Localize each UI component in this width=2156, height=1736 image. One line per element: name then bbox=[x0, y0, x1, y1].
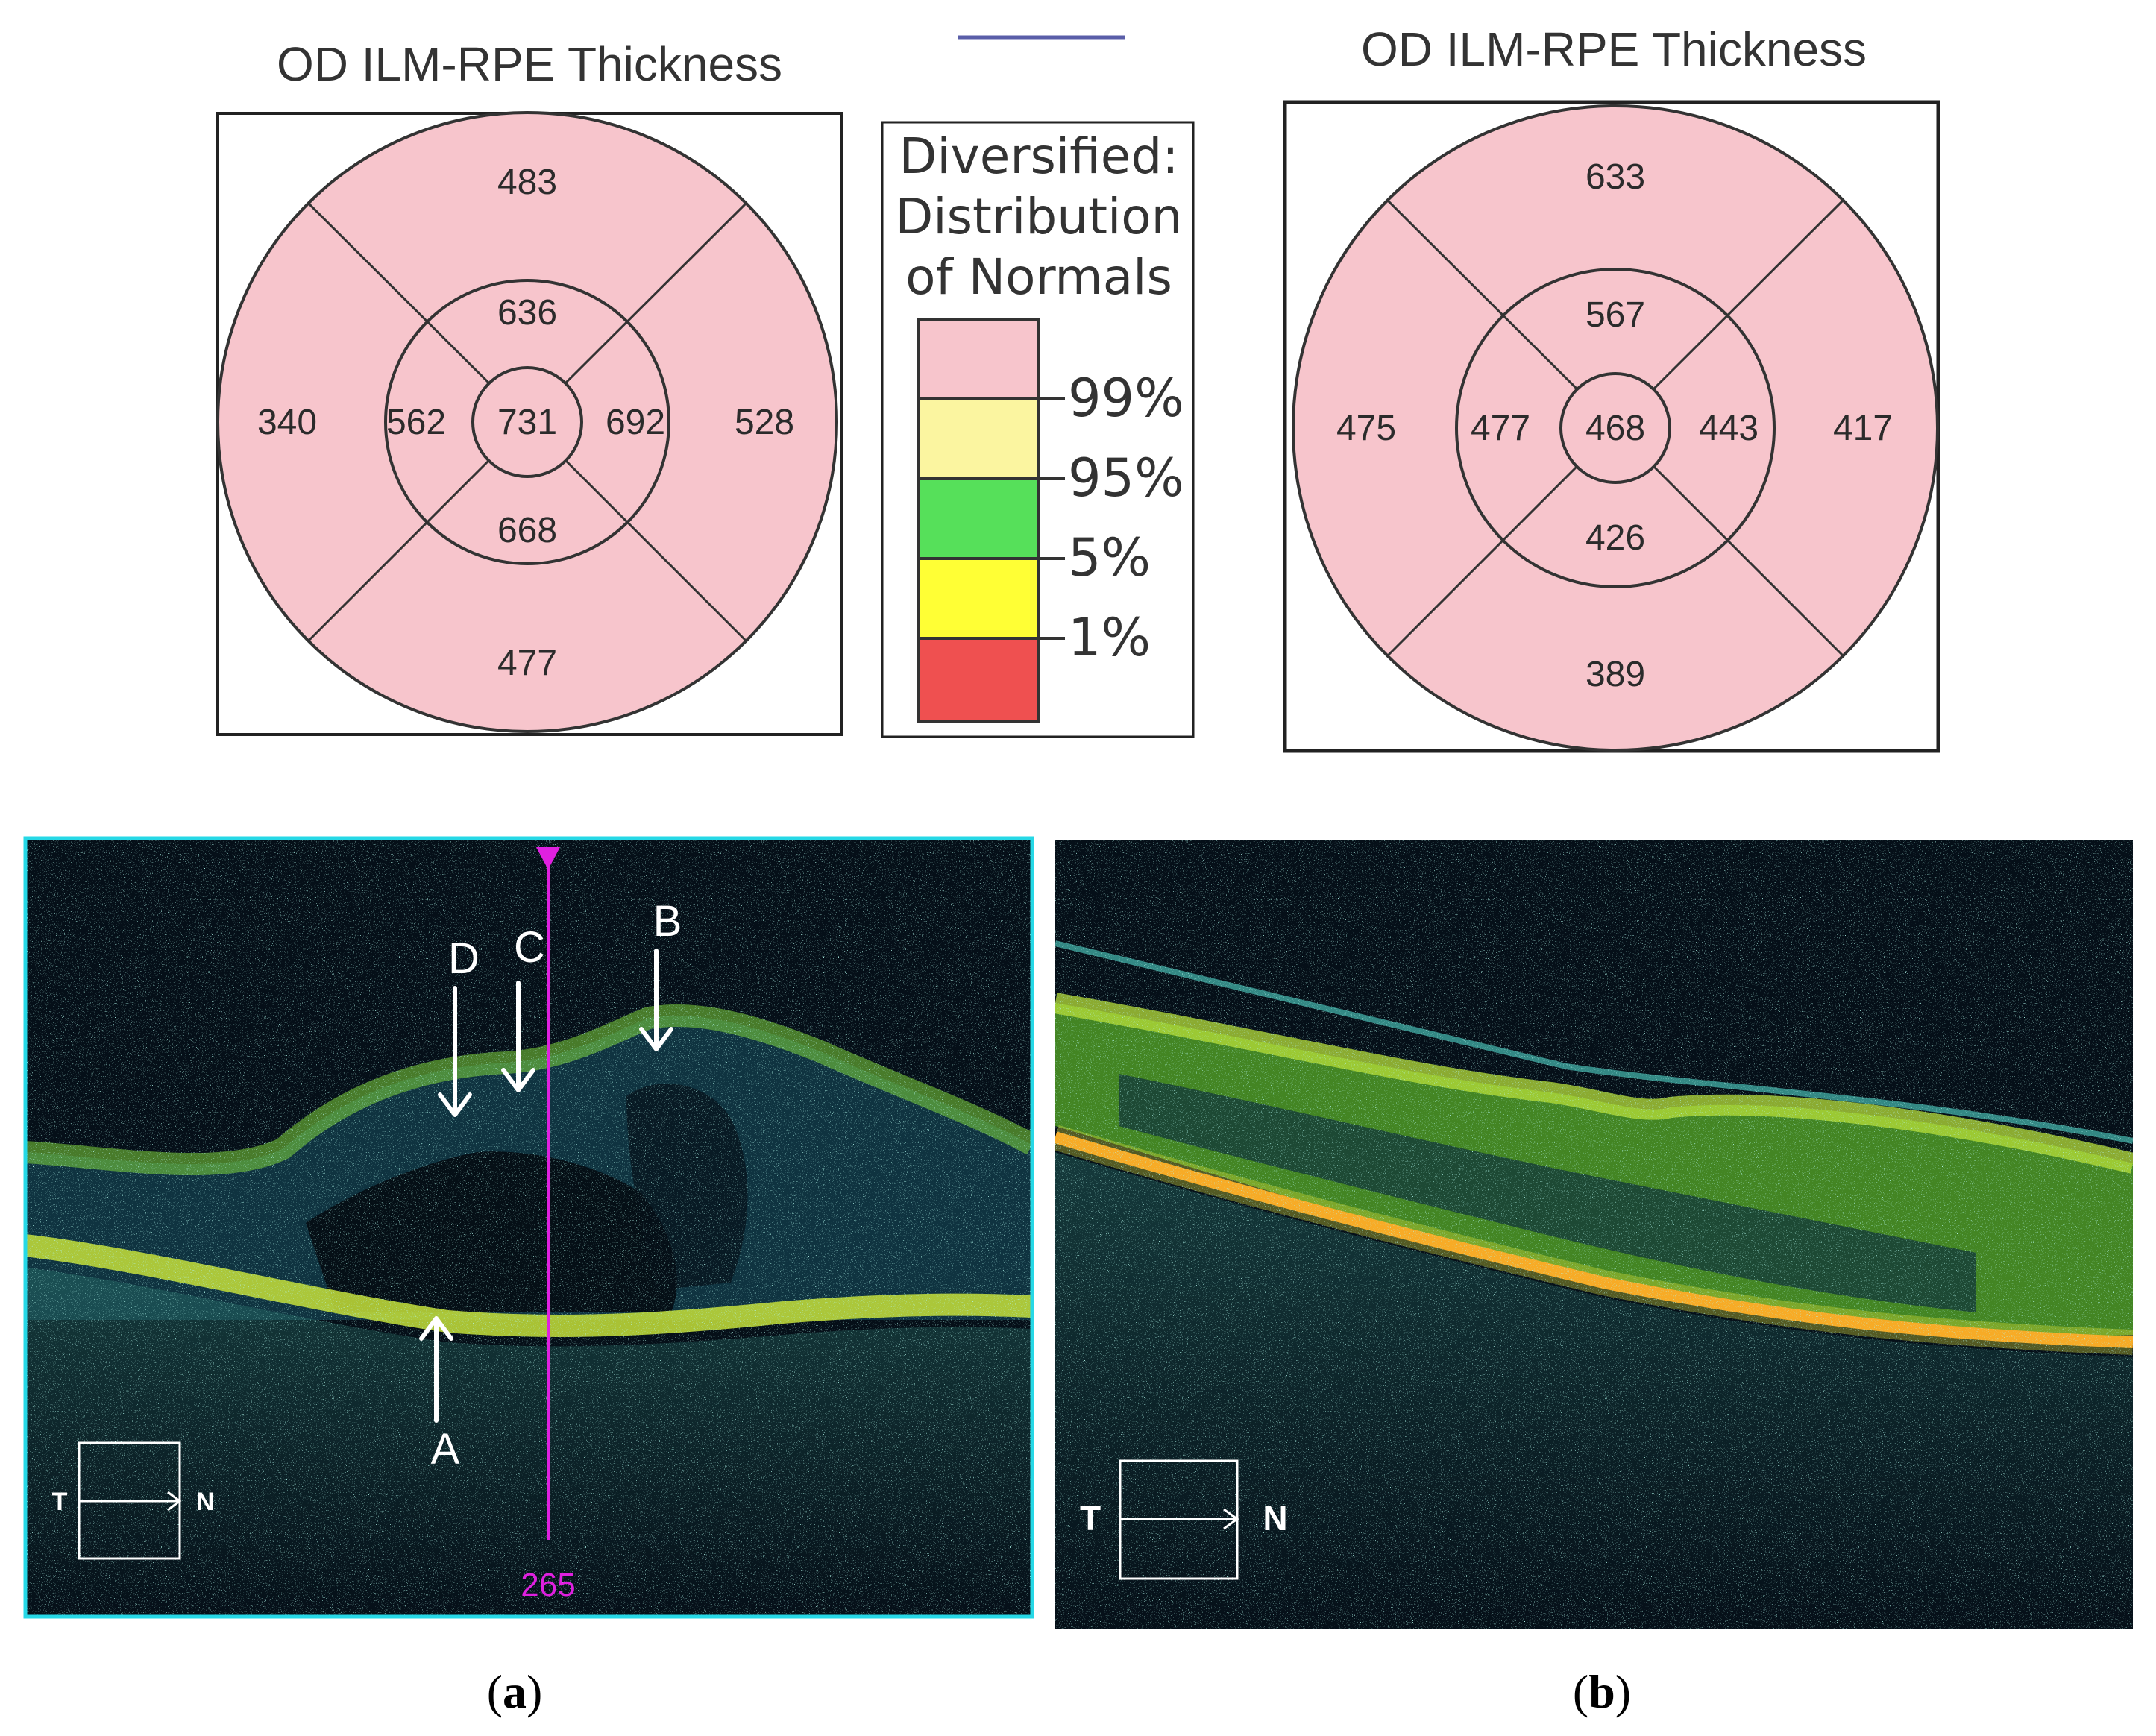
sector-outer-inferior: 477 bbox=[497, 644, 557, 683]
sector-outer-temporal: 340 bbox=[257, 403, 317, 442]
sector-inner-nasal: 443 bbox=[1699, 409, 1759, 448]
label-a: A bbox=[431, 1425, 460, 1474]
legend-pct-95: 95% bbox=[1068, 447, 1184, 509]
scan-position-marker-icon bbox=[536, 847, 560, 869]
legend-swatch-yellow bbox=[917, 557, 1040, 640]
scan-position-value: 265 bbox=[521, 1567, 575, 1603]
arrow-c-head-icon bbox=[501, 1068, 535, 1092]
orientation-arrowhead-icon bbox=[1223, 1508, 1239, 1530]
sector-outer-inferior: 389 bbox=[1585, 655, 1645, 694]
legend-title-line-2: Distribution bbox=[895, 188, 1182, 245]
label-c: C bbox=[514, 923, 545, 972]
sector-inner-superior: 636 bbox=[497, 293, 557, 333]
legend-swatch-pink bbox=[917, 318, 1040, 400]
panel-b-caption: (b) bbox=[1573, 1665, 1631, 1718]
orientation-arrowhead-icon bbox=[167, 1491, 182, 1512]
normative-legend: Diversified: Distribution of Normals 99%… bbox=[881, 121, 1195, 738]
sector-inner-inferior: 668 bbox=[497, 511, 557, 550]
orientation-temporal: T bbox=[1080, 1499, 1101, 1538]
speckle-noise bbox=[25, 838, 1032, 1617]
sector-outer-nasal: 528 bbox=[735, 403, 794, 442]
panel-b-oct-scan: T N bbox=[1055, 840, 2133, 1629]
speckle-noise bbox=[1055, 840, 2133, 1629]
sector-dividers bbox=[1386, 199, 1844, 657]
label-b: B bbox=[653, 897, 682, 946]
sector-outer-nasal: 417 bbox=[1833, 409, 1893, 448]
legend-swatch-red bbox=[917, 637, 1040, 723]
sector-outer-temporal: 475 bbox=[1336, 409, 1396, 448]
sector-outer-superior: 483 bbox=[497, 163, 557, 202]
sector-outer-superior: 633 bbox=[1585, 157, 1645, 197]
panel-a-oct-scan: 265 A B C D T N bbox=[23, 836, 1034, 1619]
sector-center: 468 bbox=[1585, 409, 1645, 448]
sector-inner-temporal: 477 bbox=[1471, 409, 1530, 448]
sector-inner-inferior: 426 bbox=[1585, 518, 1645, 558]
orientation-nasal: N bbox=[196, 1488, 215, 1516]
center-circle bbox=[1559, 372, 1671, 484]
inner-ring bbox=[384, 279, 670, 565]
center-circle bbox=[471, 366, 583, 478]
oct-border bbox=[23, 836, 1034, 1619]
arrow-b-head-icon bbox=[639, 1027, 673, 1051]
panel-b-thickness-map: OD ILM-RPE Thickness 633 567 475 477 468… bbox=[1283, 22, 1940, 753]
panel-a-thickness-map: OD ILM-RPE Thickness 483 636 340 562 731… bbox=[216, 37, 843, 736]
arrow-a-head-icon bbox=[419, 1316, 453, 1341]
inner-ring bbox=[1455, 268, 1776, 588]
orientation-nasal: N bbox=[1263, 1499, 1287, 1538]
sector-inner-nasal: 692 bbox=[606, 403, 665, 442]
orientation-indicator: T N bbox=[1080, 1459, 1288, 1580]
legend-title-line-3: of Normals bbox=[905, 248, 1172, 306]
sector-dividers bbox=[307, 201, 748, 643]
panel-a-map-title: OD ILM-RPE Thickness bbox=[277, 37, 782, 91]
sector-inner-superior: 567 bbox=[1585, 295, 1645, 335]
legend-swatch-light-yellow bbox=[917, 397, 1040, 480]
orientation-temporal: T bbox=[52, 1488, 68, 1516]
panel-a-caption: (a) bbox=[487, 1665, 543, 1718]
sector-center: 731 bbox=[497, 403, 557, 442]
legend-pct-5: 5% bbox=[1068, 527, 1151, 588]
legend-pct-99: 99% bbox=[1068, 368, 1184, 429]
legend-pct-1: 1% bbox=[1068, 607, 1151, 668]
legend-swatch-green bbox=[917, 477, 1040, 560]
arrow-d-head-icon bbox=[438, 1092, 472, 1117]
panel-b-map-title: OD ILM-RPE Thickness bbox=[1361, 22, 1867, 76]
sector-inner-temporal: 562 bbox=[386, 403, 446, 442]
label-d: D bbox=[448, 934, 480, 983]
legend-title-line-1: Diversified: bbox=[899, 128, 1179, 185]
orientation-indicator: T N bbox=[52, 1441, 215, 1560]
